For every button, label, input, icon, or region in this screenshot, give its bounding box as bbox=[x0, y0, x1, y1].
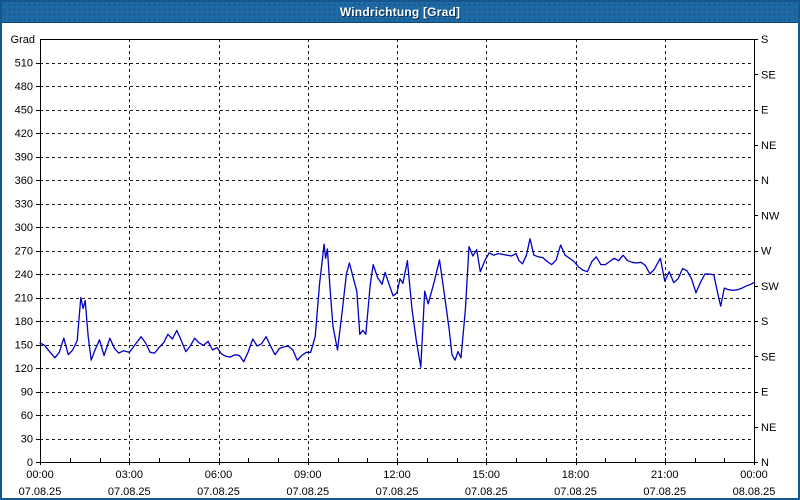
y-tick-label: 120 bbox=[15, 363, 33, 375]
y-tick-label: 90 bbox=[21, 387, 33, 399]
compass-tick-label: NE bbox=[761, 422, 776, 434]
compass-tick-label: E bbox=[761, 387, 768, 399]
x-tick-time-label: 21:00 bbox=[651, 469, 679, 481]
y-axis-unit-label: Grad bbox=[11, 34, 35, 46]
x-tick-date-label: 07.08.25 bbox=[108, 486, 151, 498]
y-tick-label: 450 bbox=[15, 105, 33, 117]
compass-tick-label: SE bbox=[761, 351, 776, 363]
x-tick-date-label: 07.08.25 bbox=[376, 486, 419, 498]
compass-tick-label: NE bbox=[761, 140, 776, 152]
chart-area: 0 30 60 90 120 150 180 210 240 270 300 330 360 390 420… bbox=[2, 23, 798, 498]
wind-direction-plot: 0 30 60 90 120 150 180 210 240 270 300 330 360 390 420… bbox=[11, 34, 780, 498]
compass-tick-label: N bbox=[761, 457, 769, 469]
x-tick-date-label: 07.08.25 bbox=[554, 486, 597, 498]
x-tick-time-label: 06:00 bbox=[205, 469, 233, 481]
y-tick-label: 330 bbox=[15, 199, 33, 211]
x-tick-time-label: 09:00 bbox=[294, 469, 322, 481]
y-tick-label: 60 bbox=[21, 410, 33, 422]
y-tick-label: 510 bbox=[15, 58, 33, 70]
compass-tick-label: W bbox=[761, 246, 772, 258]
y-tick-label: 30 bbox=[21, 434, 33, 446]
compass-tick-label: NW bbox=[761, 210, 780, 222]
compass-tick-label: S bbox=[761, 316, 768, 328]
y-tick-label: 270 bbox=[15, 246, 33, 258]
x-tick-date-label: 07.08.25 bbox=[465, 486, 508, 498]
x-tick-date-label: 08.08.25 bbox=[733, 486, 776, 498]
y-tick-label: 210 bbox=[15, 293, 33, 305]
x-tick-time-label: 00:00 bbox=[26, 469, 54, 481]
wind-direction-line bbox=[39, 238, 755, 368]
compass-tick-label: SE bbox=[761, 69, 776, 81]
y-tick-label: 300 bbox=[15, 222, 33, 234]
y-tick-label: 420 bbox=[15, 128, 33, 140]
y-tick-label: 0 bbox=[27, 457, 33, 469]
x-tick-time-label: 00:00 bbox=[740, 469, 768, 481]
y-tick-label: 150 bbox=[15, 340, 33, 352]
chart-title: Windrichtung [Grad] bbox=[339, 5, 461, 19]
x-tick-time-label: 12:00 bbox=[383, 469, 411, 481]
y-tick-label: 180 bbox=[15, 316, 33, 328]
y-tick-label: 390 bbox=[15, 152, 33, 164]
x-tick-time-label: 18:00 bbox=[562, 469, 590, 481]
y-tick-label: 240 bbox=[15, 269, 33, 281]
x-tick-date-label: 07.08.25 bbox=[286, 486, 329, 498]
compass-tick-label: E bbox=[761, 105, 768, 117]
chart-title-bar: Windrichtung [Grad] bbox=[2, 2, 798, 23]
x-tick-date-label: 07.08.25 bbox=[197, 486, 240, 498]
x-tick-time-label: 15:00 bbox=[472, 469, 500, 481]
x-tick-time-label: 03:00 bbox=[115, 469, 143, 481]
y-tick-label: 480 bbox=[15, 81, 33, 93]
x-tick-date-label: 07.08.25 bbox=[643, 486, 686, 498]
y-tick-label: 360 bbox=[15, 175, 33, 187]
compass-tick-label: SW bbox=[761, 281, 779, 293]
x-tick-date-label: 07.08.25 bbox=[19, 486, 62, 498]
compass-tick-label: N bbox=[761, 175, 769, 187]
compass-tick-label: S bbox=[761, 34, 768, 46]
